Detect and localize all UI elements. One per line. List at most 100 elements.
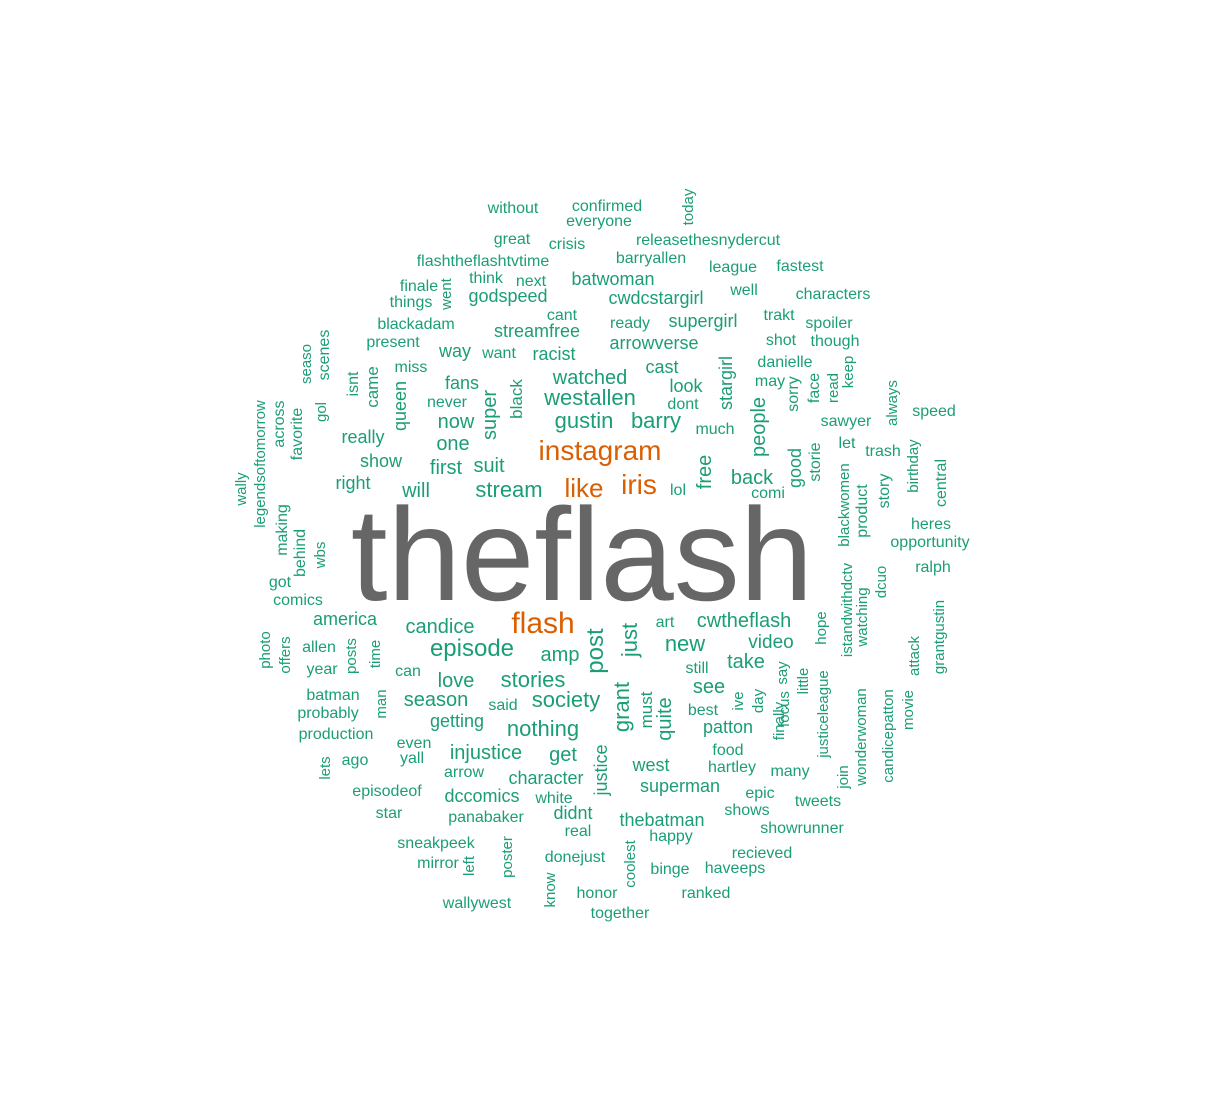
word-sorry: sorry (785, 376, 802, 412)
word-behind: behind (292, 529, 309, 577)
word-great: great (494, 231, 531, 248)
word-mirror: mirror (417, 855, 459, 872)
word-good: good (785, 448, 805, 488)
word-across: across (271, 400, 288, 447)
word-storie: storie (807, 442, 824, 481)
word-iris: iris (621, 469, 657, 500)
word-making: making (274, 504, 291, 556)
word-without: without (487, 200, 539, 217)
word-just: just (617, 623, 642, 658)
word-fastest: fastest (776, 258, 824, 275)
word-miss: miss (395, 359, 428, 376)
word-comi: comi (751, 485, 785, 502)
word-best: best (688, 702, 719, 719)
word-even: even (397, 735, 432, 752)
word-wallywest: wallywest (442, 895, 512, 912)
word-season: season (404, 689, 469, 711)
word-episode: episode (430, 635, 514, 662)
word-dcuo: dcuo (873, 566, 890, 599)
word-favorite: favorite (289, 408, 306, 461)
word-gustin: gustin (555, 408, 614, 433)
word-sneakpeek: sneakpeek (397, 835, 475, 852)
word-binge: binge (650, 861, 689, 878)
word-arrow: arrow (444, 764, 484, 781)
word-take: take (727, 651, 765, 673)
word-supergirl: supergirl (668, 311, 737, 331)
word-movie: movie (900, 690, 917, 730)
word-watched: watched (552, 367, 628, 389)
word-honor: honor (577, 885, 619, 902)
word-well: well (729, 282, 758, 299)
word-cast: cast (645, 357, 678, 377)
word-society: society (532, 687, 600, 712)
word-trakt: trakt (763, 307, 795, 324)
word-went: went (438, 277, 455, 311)
word-like: like (564, 473, 603, 503)
word-came: came (363, 366, 382, 408)
word-superman: superman (640, 776, 720, 796)
word-racist: racist (532, 344, 575, 364)
word-episodeof: episodeof (352, 783, 422, 800)
word-day: day (750, 688, 767, 713)
word-spoiler: spoiler (805, 315, 853, 332)
word-shot: shot (766, 332, 797, 349)
word-scenes: scenes (316, 330, 333, 381)
word-barryallen: barryallen (616, 250, 686, 267)
word-panabaker: panabaker (448, 809, 524, 826)
word-attack: attack (906, 635, 923, 676)
word-stargirl: stargirl (716, 356, 736, 410)
word-say: say (774, 661, 791, 685)
word-west: west (631, 755, 669, 775)
word-wonderwoman: wonderwoman (853, 688, 870, 787)
word-everyone: everyone (566, 213, 632, 230)
word-danielle: danielle (757, 354, 812, 371)
word-opportunity: opportunity (890, 534, 969, 551)
word-character: character (508, 768, 583, 788)
word-suit: suit (473, 455, 505, 477)
word-photo: photo (257, 631, 274, 669)
word-lets: lets (317, 756, 334, 779)
word-stories: stories (501, 667, 566, 692)
word-food: food (712, 742, 743, 759)
word-focus: focus (776, 691, 793, 727)
word-trash: trash (865, 443, 901, 460)
word-epic: epic (745, 785, 774, 802)
word-little: little (795, 668, 812, 695)
word-first: first (430, 457, 463, 479)
word-heres: heres (911, 516, 951, 533)
word-america: america (313, 609, 378, 629)
word-will: will (401, 480, 430, 502)
word-didnt: didnt (553, 803, 592, 823)
word-lol: lol (670, 482, 686, 499)
word-time: time (367, 640, 384, 668)
word-dccomics: dccomics (444, 786, 519, 806)
word-tweets: tweets (795, 793, 841, 810)
word-seaso: seaso (298, 344, 315, 384)
word-godspeed: godspeed (468, 286, 547, 306)
word-really: really (341, 427, 384, 447)
word-right: right (335, 473, 370, 493)
word-art: art (656, 614, 675, 631)
word-get: get (549, 744, 577, 766)
word-left: left (461, 855, 478, 876)
word-donejust: donejust (545, 849, 606, 866)
word-said: said (488, 697, 517, 714)
word-finale: finale (400, 278, 438, 295)
word-look: look (669, 376, 703, 396)
word-patton: patton (703, 717, 753, 737)
word-free: free (694, 455, 716, 489)
word-justice: justice (591, 744, 611, 796)
word-sawyer: sawyer (821, 413, 872, 430)
word-grant: grant (609, 682, 634, 732)
word-haveeps: haveeps (705, 860, 766, 877)
word-now: now (438, 411, 475, 433)
word-central: central (933, 459, 950, 507)
word-keep: keep (840, 356, 857, 389)
word-showrunner: showrunner (760, 820, 844, 837)
word-post: post (582, 628, 609, 674)
word-year: year (306, 661, 338, 678)
word-wbs: wbs (312, 542, 329, 570)
word-join: join (835, 765, 852, 789)
word-recieved: recieved (732, 845, 792, 862)
